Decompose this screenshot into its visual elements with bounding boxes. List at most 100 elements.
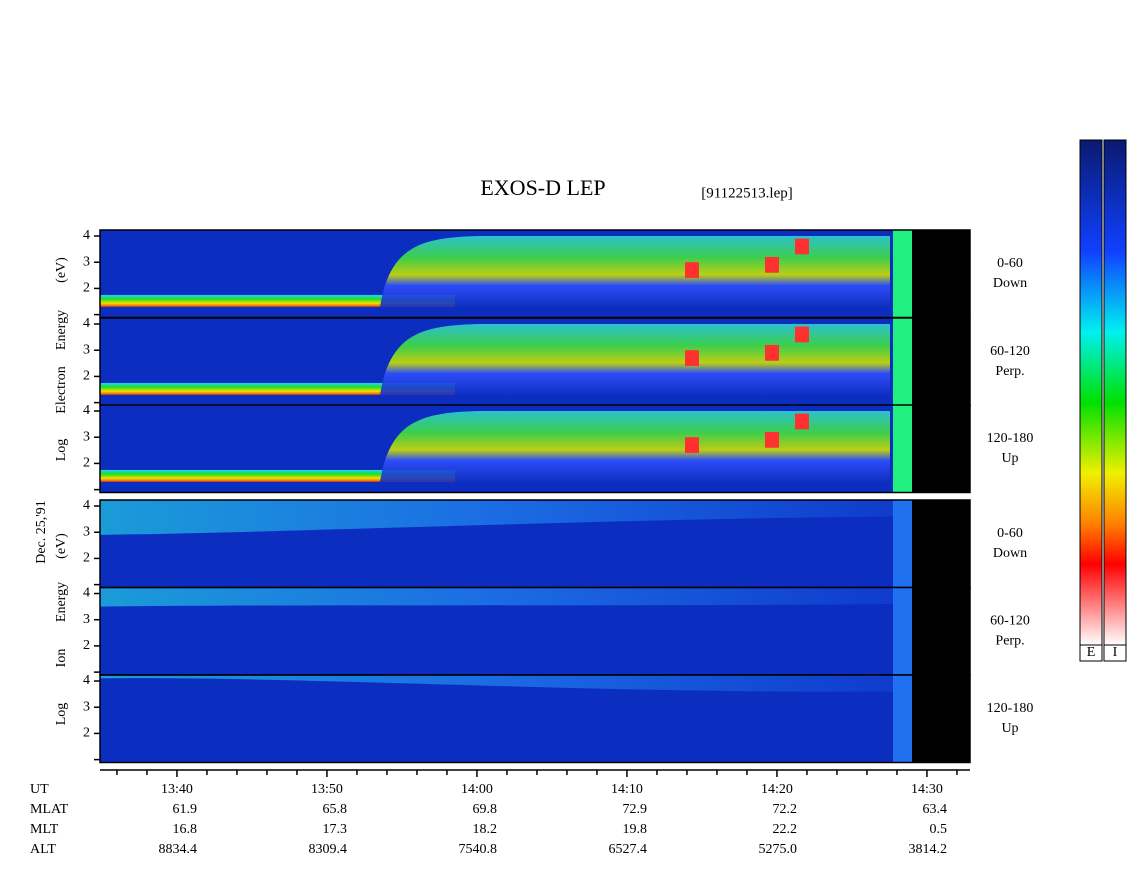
energy-spot <box>795 326 809 343</box>
panel-angle: 0-60 <box>997 256 1023 271</box>
chart-title: EXOS-D LEP <box>480 175 605 200</box>
energy-spot <box>685 437 699 453</box>
edge-strip <box>893 675 912 763</box>
ephemeris-value: 7540.8 <box>458 842 497 857</box>
ephemeris-value: 72.2 <box>772 802 797 817</box>
ephemeris-value: 8309.4 <box>308 842 347 857</box>
energy-spot <box>685 350 699 366</box>
energy-spot <box>765 431 779 448</box>
energy-band <box>100 500 893 535</box>
date-label: Dec. 25,'91 <box>34 500 49 564</box>
y-tick-label: 4 <box>83 228 90 243</box>
energy-band <box>100 675 893 692</box>
energy-band <box>100 294 455 307</box>
energy-spot <box>765 344 779 361</box>
y-axis-label: (eV) <box>54 257 69 283</box>
panel-frame <box>99 404 971 494</box>
colorbar <box>1079 139 1103 646</box>
colorbar-label-box <box>1103 644 1127 662</box>
y-axis-label: Ion <box>54 649 69 668</box>
ephemeris-label: UT <box>30 782 49 797</box>
y-axis-label: (eV) <box>54 533 69 559</box>
ephemeris-value: 0.5 <box>929 822 947 837</box>
y-tick-label: 4 <box>83 673 90 688</box>
y-tick-label: 3 <box>83 254 90 269</box>
panel-angle: 120-180 <box>987 431 1034 446</box>
y-tick-label: 2 <box>83 726 90 741</box>
panel-angle: 60-120 <box>990 344 1030 359</box>
y-axis-label: Electron <box>54 366 69 413</box>
ephemeris-value: 65.8 <box>322 802 347 817</box>
y-tick-label: 4 <box>83 403 90 418</box>
energy-dome <box>380 324 890 395</box>
ephemeris-label: MLT <box>30 822 59 837</box>
edge-strip <box>893 500 912 588</box>
y-tick-label: 2 <box>83 369 90 384</box>
panel-direction: Perp. <box>995 364 1024 379</box>
ephemeris-value: 18.2 <box>472 822 497 837</box>
ephemeris-value: 19.8 <box>622 822 647 837</box>
ephemeris-label: ALT <box>30 842 56 857</box>
ephemeris-value: 8834.4 <box>158 842 197 857</box>
energy-spot <box>685 262 699 278</box>
x-tick-label: 14:30 <box>911 782 943 797</box>
ephemeris-label: MLAT <box>30 802 69 817</box>
no-data <box>912 318 970 406</box>
no-data <box>912 587 970 675</box>
energy-spot <box>765 256 779 273</box>
y-tick-label: 3 <box>83 699 90 714</box>
y-tick-label: 2 <box>83 638 90 653</box>
y-tick-label: 2 <box>83 456 90 471</box>
x-tick-label: 13:50 <box>311 782 343 797</box>
energy-spot <box>795 413 809 430</box>
panel-direction: Down <box>993 546 1027 561</box>
panel-direction: Down <box>993 276 1027 291</box>
edge-strip <box>893 587 912 675</box>
no-data <box>912 405 970 493</box>
y-tick-label: 3 <box>83 342 90 357</box>
ephemeris-value: 17.3 <box>322 822 347 837</box>
y-tick-label: 3 <box>83 612 90 627</box>
ephemeris-value: 22.2 <box>772 822 797 837</box>
panel-angle: 60-120 <box>990 613 1030 628</box>
ephemeris-value: 63.4 <box>922 802 947 817</box>
panel-frame <box>99 674 971 764</box>
energy-band <box>100 588 893 607</box>
ephemeris-value: 6527.4 <box>608 842 647 857</box>
colorbar <box>1103 139 1127 646</box>
no-data <box>912 230 970 318</box>
ephemeris-value: 69.8 <box>472 802 497 817</box>
energy-band <box>100 469 455 482</box>
y-tick-label: 4 <box>83 316 90 331</box>
y-axis-label: Energy <box>54 582 69 622</box>
y-axis-label: Energy <box>54 310 69 350</box>
energy-dome <box>380 236 890 307</box>
no-data <box>912 500 970 588</box>
ephemeris-value: 3814.2 <box>908 842 947 857</box>
file-name: [91122513.lep] <box>701 185 793 201</box>
ephemeris-value: 61.9 <box>172 802 197 817</box>
y-tick-label: 2 <box>83 551 90 566</box>
x-tick-label: 14:10 <box>611 782 643 797</box>
edge-strip <box>893 318 912 406</box>
x-tick-label: 14:00 <box>461 782 493 797</box>
colorbar-label: E <box>1087 645 1096 660</box>
edge-strip <box>893 230 912 318</box>
y-tick-label: 3 <box>83 524 90 539</box>
x-tick-label: 14:20 <box>761 782 793 797</box>
y-tick-label: 3 <box>83 429 90 444</box>
y-tick-label: 4 <box>83 586 90 601</box>
y-axis-label: Log <box>54 439 69 462</box>
ephemeris-value: 72.9 <box>622 802 647 817</box>
panel-angle: 0-60 <box>997 526 1023 541</box>
panel-direction: Perp. <box>995 633 1024 648</box>
y-tick-label: 4 <box>83 498 90 513</box>
ephemeris-value: 5275.0 <box>758 842 797 857</box>
y-tick-label: 2 <box>83 281 90 296</box>
panel-direction: Up <box>1001 451 1018 466</box>
ephemeris-value: 16.8 <box>172 822 197 837</box>
x-tick-label: 13:40 <box>161 782 193 797</box>
panel-angle: 120-180 <box>987 701 1034 716</box>
energy-dome <box>380 411 890 482</box>
